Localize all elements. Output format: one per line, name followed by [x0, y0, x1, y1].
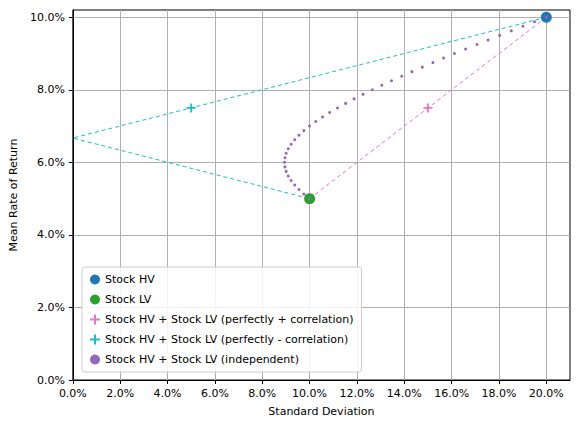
svg-text:8.0%: 8.0%: [37, 83, 65, 96]
svg-text:Standard Deviation: Standard Deviation: [268, 405, 374, 418]
svg-text:Stock HV + Stock LV (independe: Stock HV + Stock LV (independent): [105, 353, 299, 366]
svg-text:20.0%: 20.0%: [529, 387, 564, 400]
svg-text:Stock HV + Stock LV (perfectly: Stock HV + Stock LV (perfectly + correla…: [105, 313, 353, 326]
svg-text:4.0%: 4.0%: [154, 387, 182, 400]
svg-text:Stock HV: Stock HV: [105, 273, 155, 286]
svg-text:8.0%: 8.0%: [248, 387, 276, 400]
svg-text:10.0%: 10.0%: [292, 387, 327, 400]
svg-text:2.0%: 2.0%: [106, 387, 134, 400]
svg-text:4.0%: 4.0%: [37, 228, 65, 241]
svg-text:6.0%: 6.0%: [201, 387, 229, 400]
svg-text:16.0%: 16.0%: [434, 387, 469, 400]
svg-text:0.0%: 0.0%: [37, 374, 65, 387]
svg-text:10.0%: 10.0%: [30, 11, 65, 24]
svg-text:2.0%: 2.0%: [37, 301, 65, 314]
svg-text:Stock HV + Stock LV (perfectly: Stock HV + Stock LV (perfectly - correla…: [105, 333, 348, 346]
svg-text:14.0%: 14.0%: [387, 387, 422, 400]
svg-text:6.0%: 6.0%: [37, 156, 65, 169]
svg-text:Stock LV: Stock LV: [105, 293, 152, 306]
svg-text:Mean Rate of Return: Mean Rate of Return: [7, 139, 20, 252]
svg-text:18.0%: 18.0%: [482, 387, 517, 400]
svg-text:0.0%: 0.0%: [59, 387, 87, 400]
svg-text:12.0%: 12.0%: [339, 387, 374, 400]
